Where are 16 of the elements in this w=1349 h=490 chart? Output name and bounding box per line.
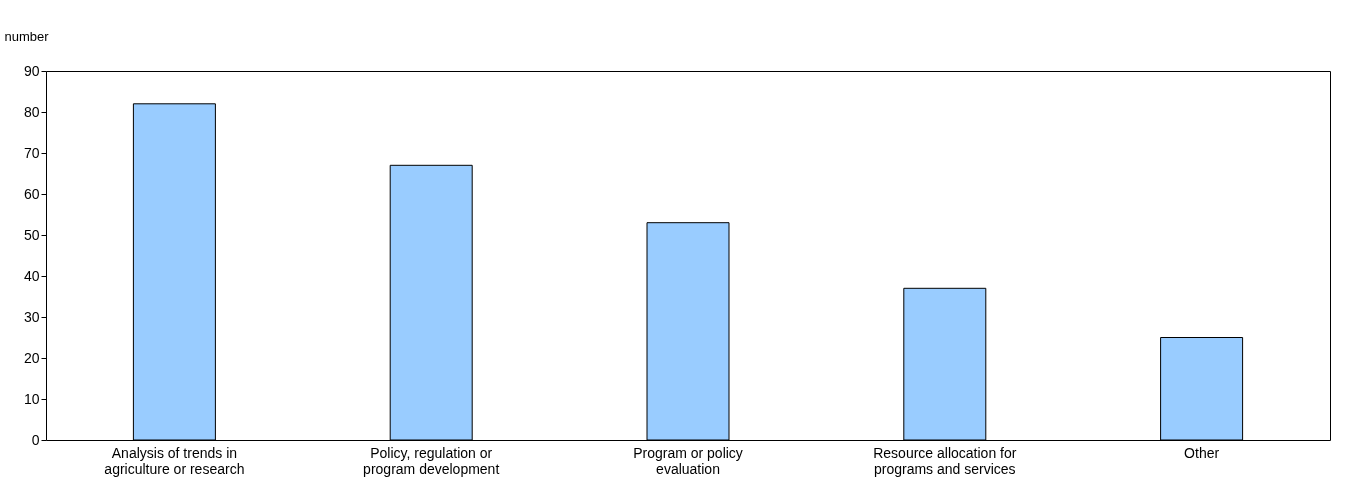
y-tick-label: 20 <box>23 349 40 366</box>
y-tick-label: 40 <box>23 267 40 284</box>
y-tick-label: 80 <box>23 103 40 120</box>
y-tick-label: 50 <box>23 226 40 243</box>
y-tick-label: 90 <box>23 62 40 79</box>
y-tick-label: 60 <box>23 185 40 202</box>
y-tick-label: 30 <box>23 308 40 325</box>
y-tick-label: 70 <box>23 144 40 161</box>
y-tick-label: 0 <box>31 431 40 448</box>
x-tick-label: Policy, regulation or program development <box>363 444 500 477</box>
y-axis-title: number <box>4 28 50 44</box>
y-tick-label: 10 <box>23 390 40 407</box>
x-tick-label: Resource allocation for programs and services <box>873 444 1017 477</box>
x-tick-label: Analysis of trends in agriculture or research <box>104 444 245 477</box>
x-tick-label: Program or policy evaluation <box>633 444 743 477</box>
x-tick-label: Other <box>1184 444 1220 461</box>
